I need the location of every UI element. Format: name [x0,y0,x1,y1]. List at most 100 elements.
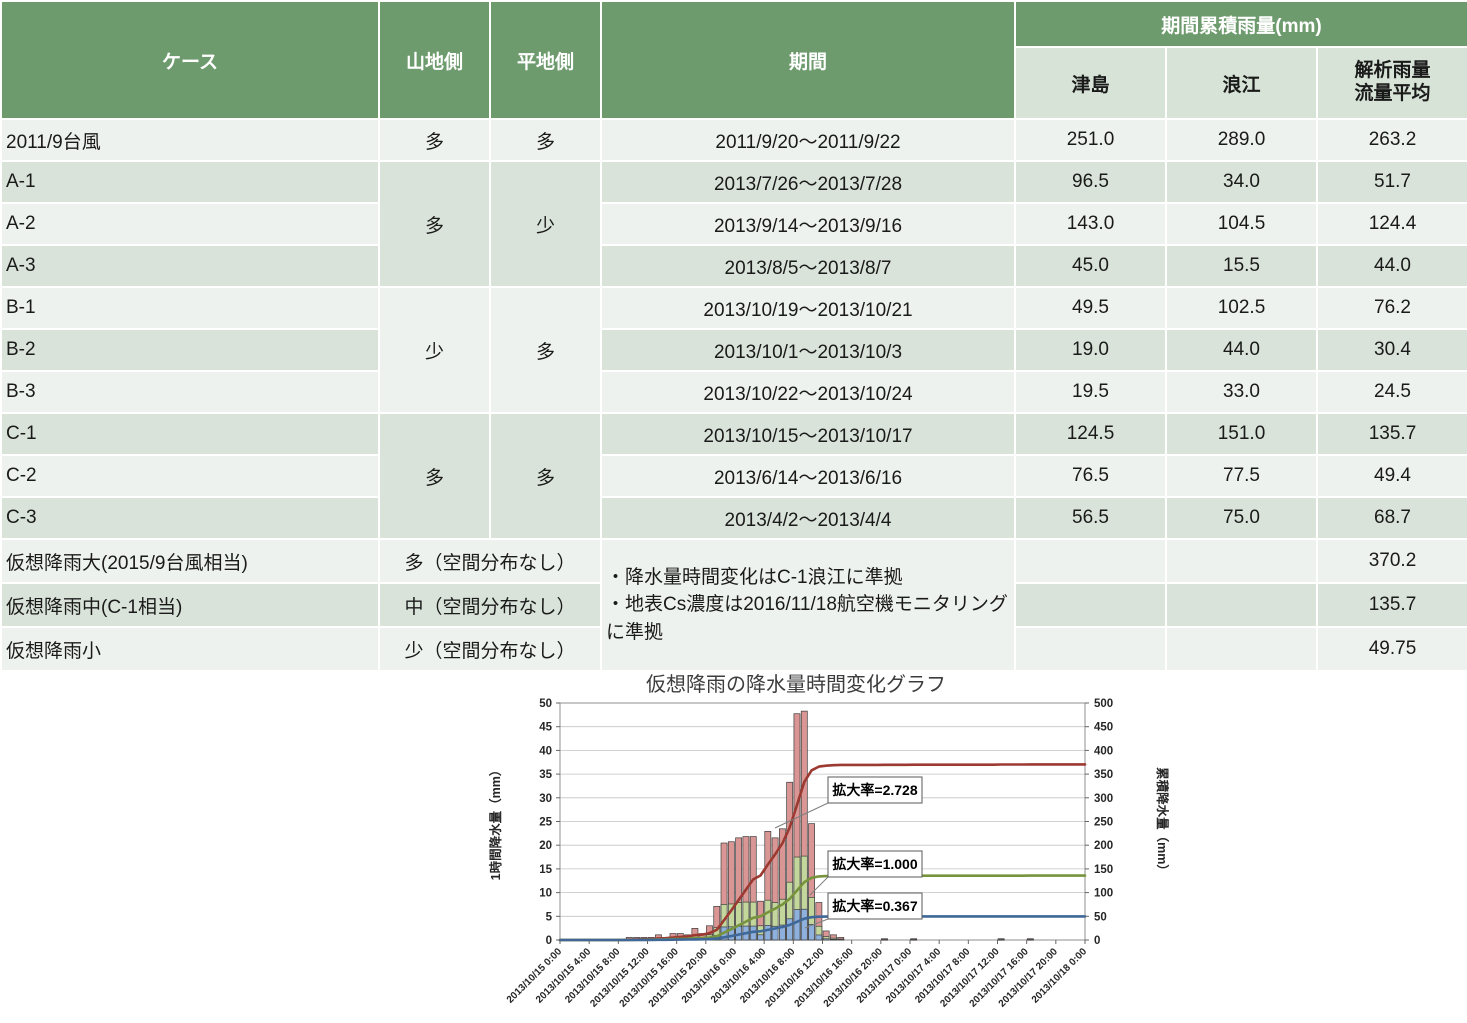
group-C-mountain: 多 [378,412,491,540]
cell-r10-c4 [1165,538,1318,584]
cell-r7-c4: 124.5 [1014,412,1167,456]
table-row-2: A-2 2013/9/14～2013/9/16 143.0 104.5 124.4 [0,202,1467,246]
hypothetical-medium-distribution: 中（空間分布なし） [378,582,602,628]
svg-text:拡大率=2.728: 拡大率=2.728 [832,782,917,798]
col-header-cumulative-rainfall-group: 期間累積雨量(mm) [1013,0,1467,48]
table-row-9: C-3 2013/4/2～2013/4/4 56.5 75.0 68.7 [0,496,1467,540]
cell-r5-c4: 30.4 [1315,328,1467,372]
table-row-11: 仮想降雨中(C-1相当) 中（空間分布なし） 135.7 [0,582,1467,628]
svg-text:30: 30 [539,793,552,805]
col-header-tsushima: 津島 [1014,46,1167,120]
gridlines [559,702,1086,941]
cell-r9-c1: 2013/4/2～2013/4/4 [600,496,1016,540]
svg-text:400: 400 [1094,745,1113,757]
table-row-5: B-2 2013/10/1～2013/10/3 19.0 44.0 30.4 [0,328,1467,372]
cell-r9-c2: 56.5 [1014,496,1167,540]
svg-text:0: 0 [1094,935,1100,947]
y-axis-labels: 0510152025303540455005010015020025030035… [539,698,1113,947]
cell-r6-c3: 33.0 [1165,370,1318,414]
svg-text:350: 350 [1094,769,1113,781]
cell-r11-c2 [1014,582,1167,628]
table-row-6: B-3 2013/10/22～2013/10/24 19.5 33.0 24.5 [0,370,1467,414]
cell-r0-c1: 多 [378,118,491,162]
rainfall-time-series-chart: 0510152025303540455005010015020025030035… [488,673,1170,1010]
cell-r1-c5: 34.0 [1165,160,1318,204]
table-row-10: 仮想降雨大(2015/9台風相当) 多（空間分布なし） ・降水量時間変化はC-1浪江… [0,538,1467,672]
svg-text:拡大率=1.000: 拡大率=1.000 [832,856,917,872]
col-header-mountain-side: 山地側 [378,0,491,120]
cell-r10-c3 [1014,538,1167,584]
cell-r3-c4: 44.0 [1315,244,1467,288]
table-row-8: C-2 2013/6/14～2013/6/16 76.5 77.5 49.4 [0,454,1467,498]
case-label-hypothetical-small: 仮想降雨小 [0,626,380,672]
cell-r0-c6: 263.2 [1315,118,1467,162]
group-A-plain: 少 [489,160,602,288]
group-B-plain: 多 [489,286,602,414]
cell-r2-c4: 124.4 [1315,202,1467,246]
case-label-hypothetical-large: 仮想降雨大(2015/9台風相当) [0,538,380,584]
cell-r3-c3: 15.5 [1165,244,1318,288]
case-label-B-2: B-2 [0,328,380,372]
cell-r4-c3: 2013/10/19～2013/10/21 [600,286,1016,330]
cell-r0-c3: 2011/9/20～2011/9/22 [600,118,1016,162]
case-label-C-3: C-3 [0,496,380,540]
table-row-0: 2011/9台風多多 2011/9/20～2011/9/22 251.0 289.0 2… [0,118,1467,162]
chart-plot-area: 0510152025303540455005010015020025030035… [505,698,1113,1010]
cell-r8-c1: 2013/6/14～2013/6/16 [600,454,1016,498]
case-label-C-1: C-1 [0,412,380,456]
svg-text:2013/10/18 0:00: 2013/10/18 0:00 [1030,946,1090,1006]
case-label-A-1: A-1 [0,160,380,204]
cell-r12-c2 [1014,626,1167,672]
svg-text:0: 0 [546,935,552,947]
svg-text:150: 150 [1094,864,1113,876]
case-label-C-2: C-2 [0,454,380,498]
table-row-7: C-1 多多 2013/10/15～2013/10/17 124.5 151.0 135.… [0,412,1467,540]
cell-r6-c2: 19.5 [1014,370,1167,414]
col-header-namie: 浪江 [1165,46,1318,120]
cell-r0-c4: 251.0 [1014,118,1167,162]
group-C-plain: 多 [489,412,602,540]
svg-text:40: 40 [539,745,552,757]
cell-r5-c2: 19.0 [1014,328,1167,372]
svg-text:100: 100 [1094,888,1113,900]
svg-text:45: 45 [539,722,552,734]
table-row-3: A-3 2013/8/5～2013/8/7 45.0 15.5 44.0 [0,244,1467,288]
cell-r8-c2: 76.5 [1014,454,1167,498]
cell-r4-c5: 102.5 [1165,286,1318,330]
group-B-mountain: 少 [378,286,491,414]
svg-text:25: 25 [539,817,552,829]
right-axis-title: 累積降水量（mm） [1155,767,1170,877]
cell-r4-c6: 76.2 [1315,286,1467,330]
header-row-2: 津島 浪江 解析雨量 流量平均 [1,46,1467,120]
case-label-A-3: A-3 [0,244,380,288]
table-row-4: B-1 少多 2013/10/19～2013/10/21 49.5 102.5 76.2 [0,286,1467,414]
cell-r9-c4: 68.7 [1315,496,1467,540]
cell-r6-c1: 2013/10/22～2013/10/24 [600,370,1016,414]
cell-r12-c4: 49.75 [1315,626,1467,672]
cell-r3-c2: 45.0 [1014,244,1167,288]
svg-text:450: 450 [1094,722,1113,734]
cell-r11-c4: 135.7 [1315,582,1467,628]
notes-cell: ・降水量時間変化はC-1浪江に準拠 ・地表Cs濃度は2016/11/18航空機モ… [600,538,1016,672]
svg-text:250: 250 [1094,817,1113,829]
left-axis-title: 1時間降水量（mm） [488,764,503,881]
cell-r8-c3: 77.5 [1165,454,1318,498]
cumulative-line-拡大率=2.728 [558,763,1087,942]
cell-r1-c4: 96.5 [1014,160,1167,204]
case-label-B-3: B-3 [0,370,380,414]
hypothetical-small-distribution: 少（空間分布なし） [378,626,602,672]
cell-r4-c4: 49.5 [1014,286,1167,330]
cell-r6-c4: 24.5 [1315,370,1467,414]
cell-r2-c2: 143.0 [1014,202,1167,246]
svg-text:300: 300 [1094,793,1113,805]
col-header-analysis-flow-average: 解析雨量 流量平均 [1315,46,1467,120]
case-label-hypothetical-medium: 仮想降雨中(C-1相当) [0,582,380,628]
scale-annotation-拡大率=1.000: 拡大率=1.000 [809,850,923,896]
cell-r2-c1: 2013/9/14～2013/9/16 [600,202,1016,246]
svg-text:50: 50 [539,698,552,710]
cell-r11-c3 [1165,582,1318,628]
cell-r5-c1: 2013/10/1～2013/10/3 [600,328,1016,372]
table-row-1: A-1 多少 2013/7/26～2013/7/28 96.5 34.0 51.7 [0,160,1467,288]
cell-r9-c3: 75.0 [1165,496,1318,540]
chart-title: 仮想降雨の降水量時間変化グラフ [646,673,946,696]
